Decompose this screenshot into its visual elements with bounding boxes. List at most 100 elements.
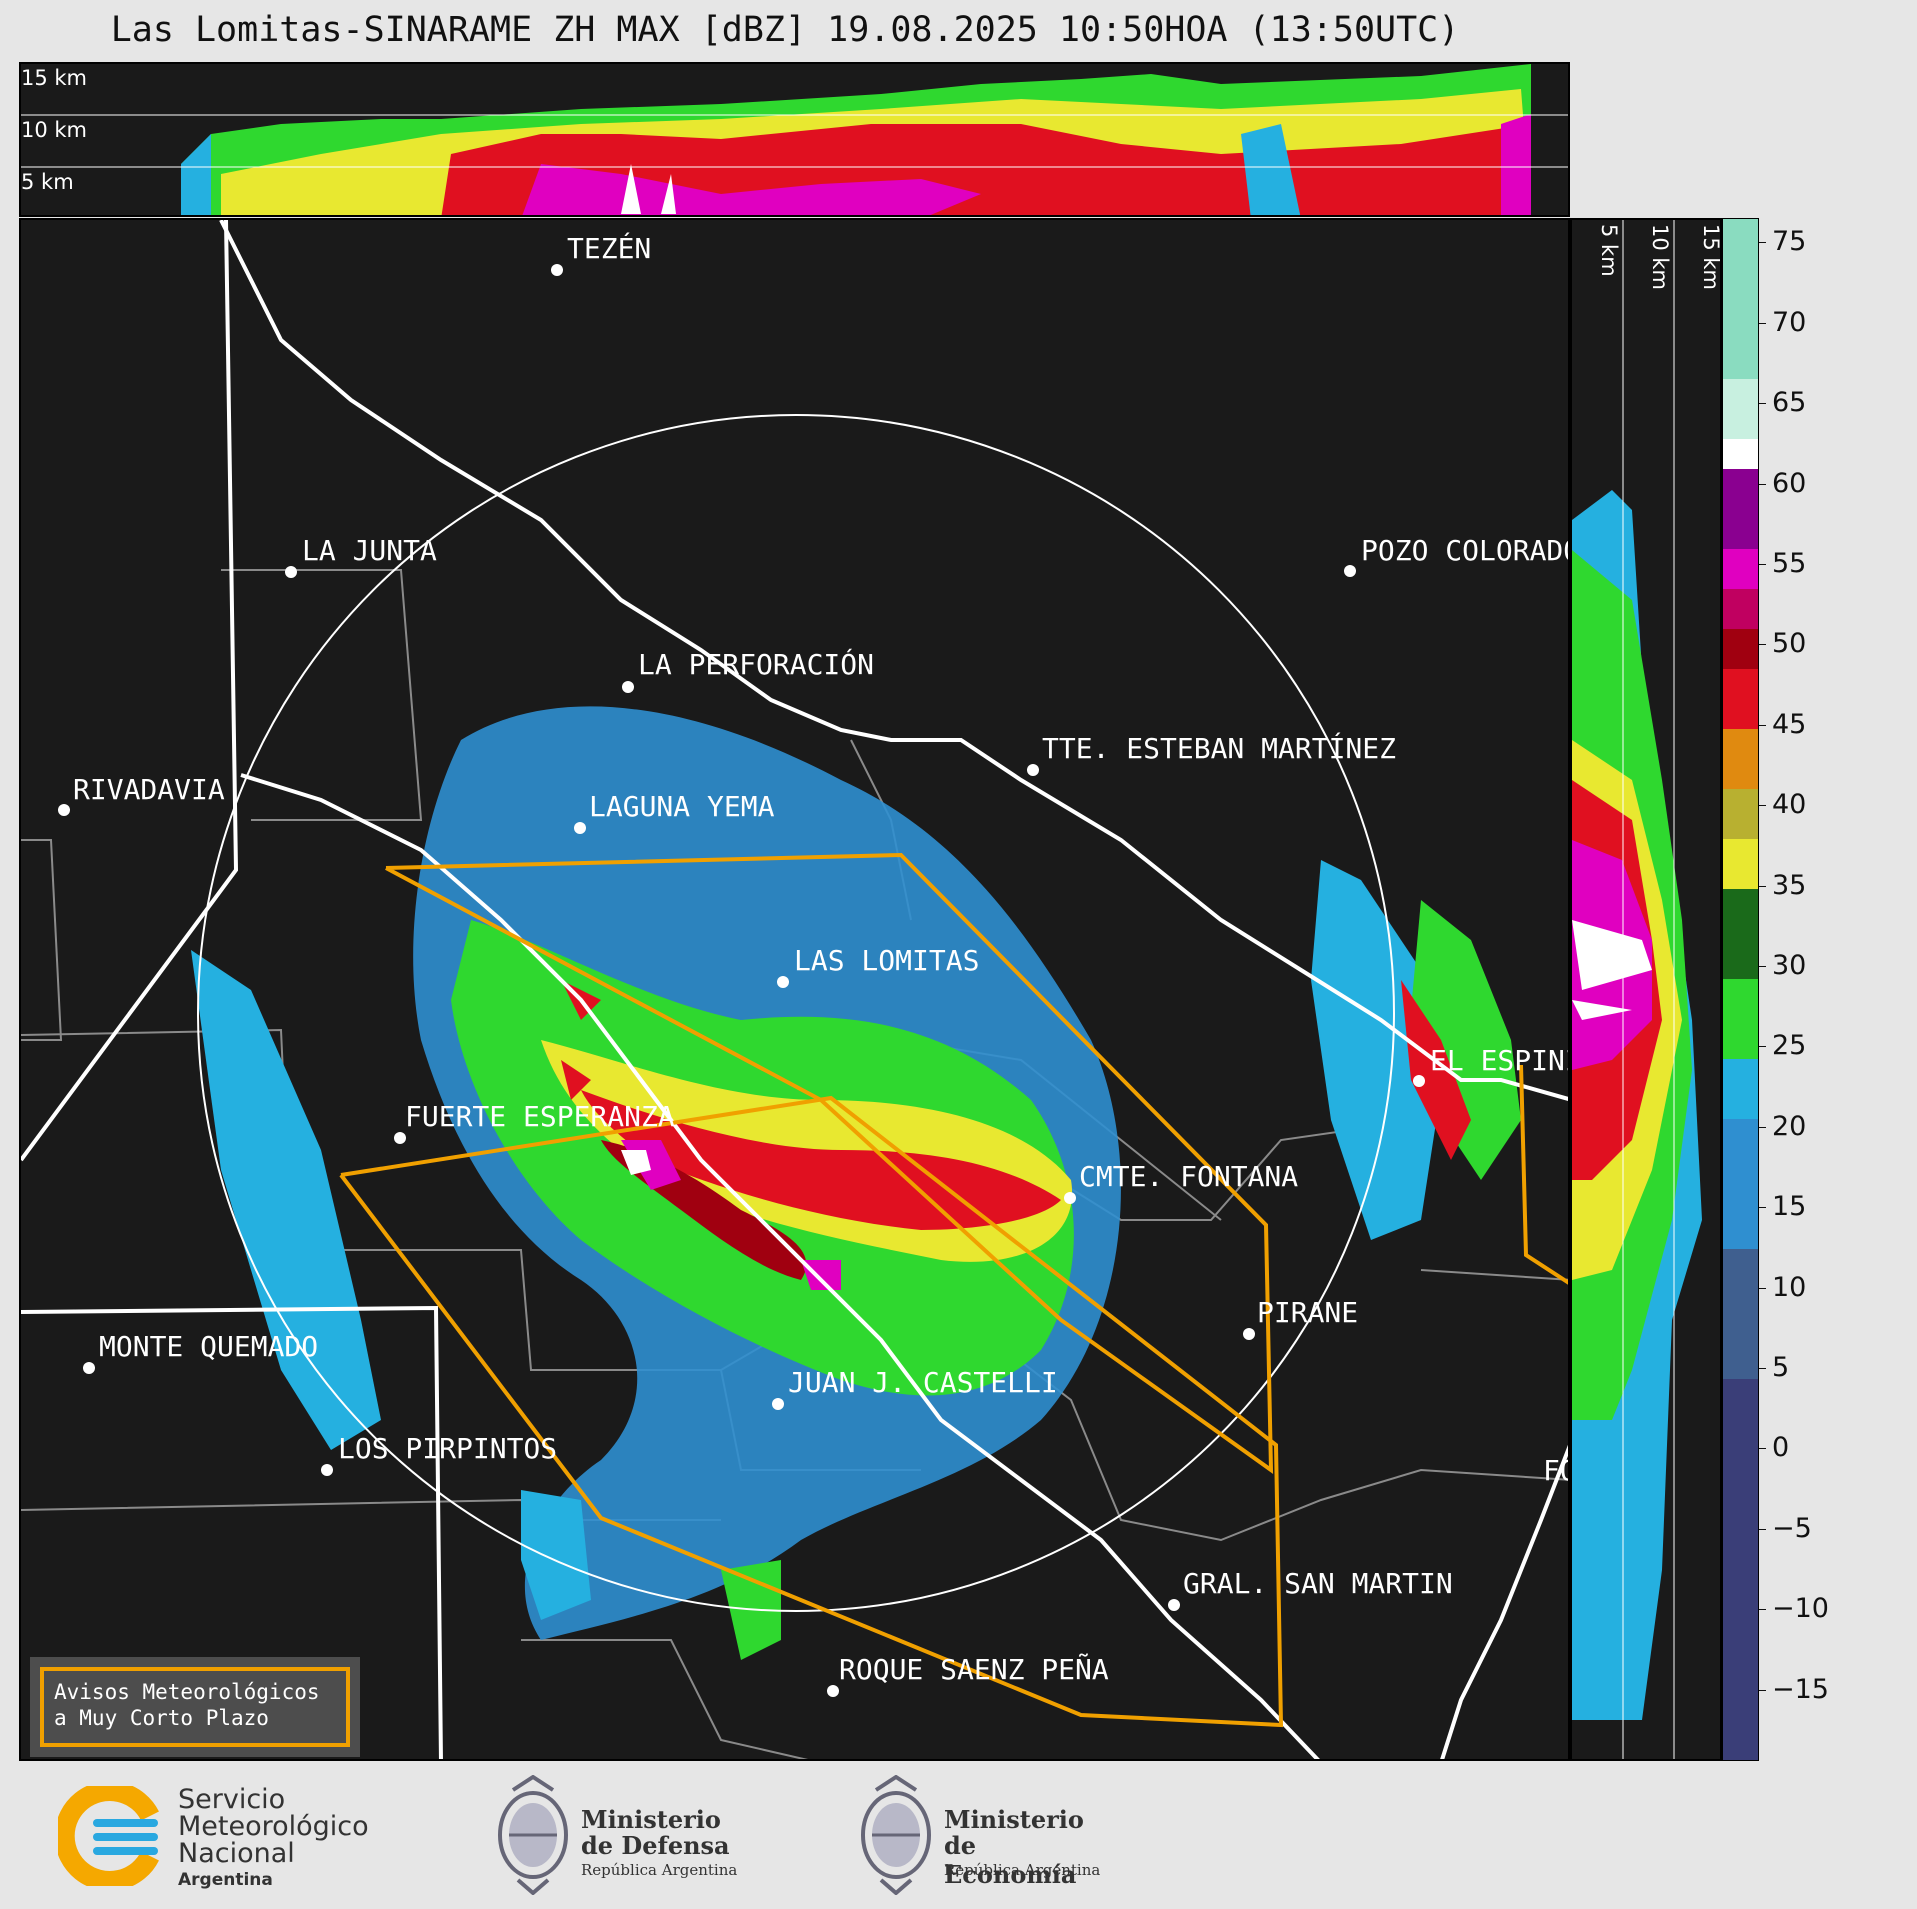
- city-label-cmte-fontana: CMTE. FONTANA: [1079, 1160, 1299, 1193]
- defensa-text-2: de Defensa: [581, 1831, 730, 1860]
- radar-map[interactable]: TEZÉN LA JUNTA POZO COLORADO LA PERFORAC…: [19, 218, 1570, 1761]
- economia-text-3: República Argentina: [944, 1861, 1101, 1879]
- colorbar-tick-55: [1759, 564, 1766, 565]
- smn-emblem-icon: [58, 1786, 159, 1886]
- city-dot-monte-quemado: [83, 1362, 95, 1374]
- colorbar-label-10: 10: [1772, 1272, 1807, 1303]
- warning-legend-line1: Avisos Meteorológicos: [54, 1680, 320, 1704]
- economia-text-1: Ministerio: [944, 1805, 1084, 1834]
- colorbar-tick-50: [1759, 644, 1766, 645]
- colorbar-tick-15: [1759, 1207, 1766, 1208]
- colorbar-label-40: 40: [1772, 789, 1807, 820]
- top-label-10km: 10 km: [21, 118, 88, 142]
- smn-logo: Servicio Meteorológico Nacional Argentin…: [58, 1786, 388, 1896]
- colorbar-label-65: 65: [1772, 387, 1807, 418]
- colorbar-tick-10: [1759, 1288, 1766, 1289]
- city-dot-las-lomitas: [777, 976, 789, 988]
- radar-echoes-layer: [21, 220, 1568, 1759]
- colorbar-label-20: 20: [1772, 1111, 1807, 1142]
- colorbar-label-30: 30: [1772, 950, 1807, 981]
- warning-legend-box[interactable]: Avisos Meteorológicos a Muy Corto Plazo: [30, 1657, 360, 1757]
- colorbar-tick-30: [1759, 966, 1766, 967]
- city-dot-pozo-colorado: [1344, 565, 1356, 577]
- colorbar-tick-5: [1759, 1368, 1766, 1369]
- colorbar-tick-40: [1759, 805, 1766, 806]
- city-dot-roque-saenz-pena: [827, 1685, 839, 1697]
- city-label-pirane: PIRANE: [1257, 1296, 1359, 1329]
- city-dot-tezen: [551, 264, 563, 276]
- city-label-pozo-colorado: POZO COLORADO: [1361, 534, 1570, 567]
- colorbar-label-50: 50: [1772, 628, 1807, 659]
- colorbar-tick-20: [1759, 1127, 1766, 1128]
- ministerio-economia-logo: Ministerio de Economía República Argenti…: [856, 1775, 1116, 1900]
- city-label-juan-j-castelli: JUAN J. CASTELLI: [788, 1366, 1058, 1399]
- colorbar-tick-minus5: [1759, 1529, 1766, 1530]
- city-label-la-junta: LA JUNTA: [302, 534, 437, 567]
- city-label-el-espinillo: EL ESPINILLO: [1430, 1044, 1568, 1077]
- map-title: Las Lomitas-SINARAME ZH MAX [dBZ] 19.08.…: [110, 10, 1460, 50]
- defensa-text-1: Ministerio: [581, 1805, 721, 1834]
- city-dot-los-pirpintos: [321, 1464, 333, 1476]
- colorbar-tick-35: [1759, 886, 1766, 887]
- smn-text-2: Meteorológico: [178, 1811, 369, 1842]
- city-label-los-pirpintos: LOS PIRPINTOS: [338, 1432, 558, 1465]
- city-label-roque-saenz-pena: ROQUE SAENZ PEÑA: [839, 1653, 1109, 1686]
- city-label-monte-quemado: MONTE QUEMADO: [99, 1330, 319, 1363]
- colorbar-label-70: 70: [1772, 307, 1807, 338]
- colorbar-label-25: 25: [1772, 1030, 1807, 1061]
- top-label-5km: 5 km: [21, 170, 74, 194]
- colorbar-label-55: 55: [1772, 548, 1807, 579]
- ministerio-defensa-logo: Ministerio de Defensa República Argentin…: [493, 1775, 753, 1900]
- colorbar-tick-minus10: [1759, 1609, 1766, 1610]
- colorbar-label-minus5: −5: [1772, 1513, 1812, 1544]
- colorbar-gradient: [1723, 219, 1758, 1760]
- smn-text-1: Servicio: [178, 1784, 286, 1815]
- city-dot-pirane: [1243, 1328, 1255, 1340]
- city-label-rivadavia: RIVADAVIA: [73, 773, 225, 806]
- city-dot-tte-esteban-martinez: [1027, 764, 1039, 776]
- city-label-la-perforacion: LA PERFORACIÓN: [638, 648, 875, 681]
- colorbar-label-35: 35: [1772, 870, 1807, 901]
- right-label-5km: 5 km: [1597, 224, 1621, 277]
- city-dot-cmte-fontana: [1064, 1192, 1076, 1204]
- colorbar-tick-60: [1759, 484, 1766, 485]
- colorbar-tick-70: [1759, 323, 1766, 324]
- smn-text-4: Argentina: [178, 1870, 273, 1890]
- city-label-laguna-yema: LAGUNA YEMA: [589, 790, 775, 823]
- colorbar-label-45: 45: [1772, 709, 1807, 740]
- economia-text-2: de Economía: [944, 1831, 1077, 1889]
- city-dot-laguna-yema: [574, 822, 586, 834]
- argentina-coat-of-arms-icon-2: [861, 1775, 931, 1895]
- warning-legend-line2: a Muy Corto Plazo: [54, 1706, 269, 1730]
- city-label-fuerte-esperanza: FUERTE ESPERANZA: [405, 1100, 675, 1133]
- city-dot-la-junta: [285, 566, 297, 578]
- colorbar-label-0: 0: [1772, 1432, 1790, 1463]
- city-dot-el-espinillo: [1413, 1075, 1425, 1087]
- city-label-formosa: FORMOSA: [1543, 1454, 1568, 1487]
- city-dot-la-perforacion: [622, 681, 634, 693]
- colorbar-tick-25: [1759, 1046, 1766, 1047]
- top-cross-section-echoes: [21, 64, 1568, 215]
- top-cross-section-panel: 15 km 10 km 5 km: [19, 62, 1570, 217]
- right-label-15km: 15 km: [1699, 224, 1722, 291]
- right-cross-section-echoes: [1572, 220, 1702, 1759]
- city-dot-juan-j-castelli: [772, 1398, 784, 1410]
- smn-text-3: Nacional: [178, 1838, 295, 1869]
- city-label-las-lomitas: LAS LOMITAS: [794, 944, 980, 977]
- right-cross-section-panel: 5 km 10 km 15 km: [1570, 218, 1722, 1761]
- colorbar-label-15: 15: [1772, 1191, 1807, 1222]
- argentina-coat-of-arms-icon: [498, 1775, 568, 1895]
- colorbar-tick-45: [1759, 725, 1766, 726]
- top-label-15km: 15 km: [21, 66, 88, 90]
- city-label-tezen: TEZÉN: [567, 232, 652, 265]
- dbz-colorbar: [1722, 218, 1759, 1761]
- right-label-10km: 10 km: [1648, 224, 1672, 291]
- defensa-text-3: República Argentina: [581, 1861, 738, 1879]
- colorbar-tick-0: [1759, 1448, 1766, 1449]
- colorbar-tick-75: [1759, 242, 1766, 243]
- city-label-gral-san-martin: GRAL. SAN MARTIN: [1183, 1567, 1453, 1600]
- city-dot-fuerte-esperanza: [394, 1132, 406, 1144]
- city-label-tte-esteban-martinez: TTE. ESTEBAN MARTÍNEZ: [1042, 732, 1397, 765]
- colorbar-label-minus10: −10: [1772, 1593, 1829, 1624]
- colorbar-tick-minus15: [1759, 1690, 1766, 1691]
